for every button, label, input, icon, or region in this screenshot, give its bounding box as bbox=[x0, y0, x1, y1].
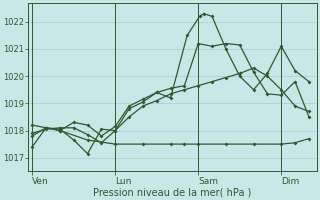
X-axis label: Pression niveau de la mer( hPa ): Pression niveau de la mer( hPa ) bbox=[93, 187, 252, 197]
